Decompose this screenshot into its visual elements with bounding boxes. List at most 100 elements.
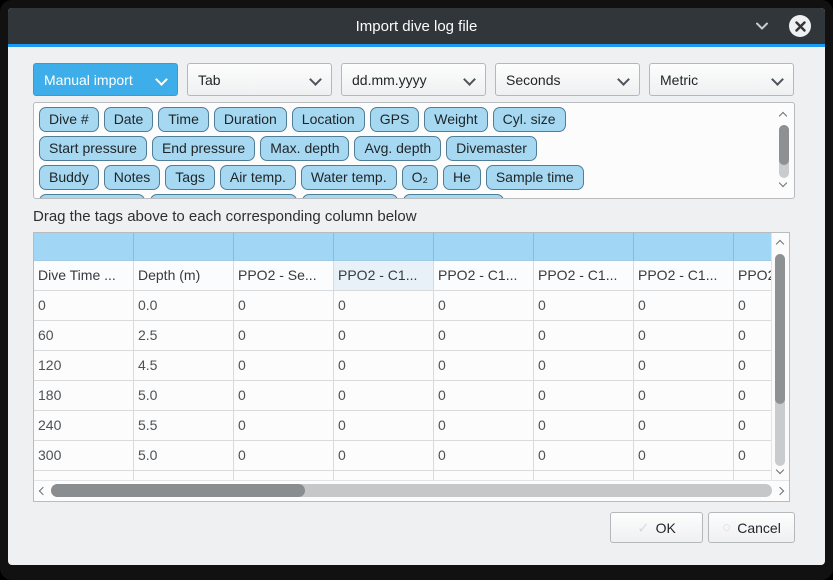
table-cell: 0 bbox=[534, 351, 634, 381]
import-mode-select[interactable]: Manual import bbox=[33, 63, 178, 96]
tag-pool-scrollbar[interactable] bbox=[776, 105, 792, 196]
drop-target-cell[interactable] bbox=[434, 233, 534, 261]
table-cell: 0 bbox=[734, 411, 774, 441]
tag-o[interactable]: O₂ bbox=[401, 165, 438, 190]
cancel-button[interactable]: ○ Cancel bbox=[708, 512, 795, 543]
table-cell bbox=[434, 471, 534, 482]
tag-tags[interactable]: Tags bbox=[165, 165, 215, 190]
drop-target-cell[interactable] bbox=[734, 233, 774, 261]
import-preview-table: Dive Time ... Depth (m) PPO2 - Se... PPO2 -… bbox=[33, 232, 790, 502]
tag-time[interactable]: Time bbox=[158, 107, 209, 132]
column-header-ppo2-c1[interactable]: PPO2 - C1... bbox=[534, 261, 634, 291]
tag-air-temp[interactable]: Air temp. bbox=[219, 165, 296, 190]
drop-target-cell[interactable] bbox=[534, 233, 634, 261]
drag-instruction-label: Drag the tags above to each correspondin… bbox=[33, 208, 417, 225]
scroll-up-icon[interactable] bbox=[778, 111, 788, 121]
column-header-ppo2-c1[interactable]: PPO2 - C1... bbox=[434, 261, 534, 291]
close-icon[interactable] bbox=[789, 15, 811, 37]
tag-avg-depth[interactable]: Avg. depth bbox=[354, 136, 442, 161]
tag-buddy[interactable]: Buddy bbox=[39, 165, 99, 190]
column-header-ppo2-c1[interactable]: PPO2 - C1... bbox=[634, 261, 734, 291]
scroll-up-icon[interactable] bbox=[775, 239, 785, 249]
titlebar-collapse-icon[interactable] bbox=[755, 19, 769, 33]
tag-cyl-size[interactable]: Cyl. size bbox=[492, 107, 566, 132]
tag-he[interactable]: He bbox=[442, 165, 481, 190]
table-cell: 5.0 bbox=[134, 381, 234, 411]
table-cell bbox=[134, 471, 234, 482]
scroll-right-icon[interactable] bbox=[775, 486, 785, 496]
table-cell: 0 bbox=[434, 291, 534, 321]
drop-target-cell[interactable] bbox=[334, 233, 434, 261]
tag-sample-depth[interactable]: Sample depth bbox=[39, 194, 146, 198]
table-cell: 0 bbox=[334, 411, 434, 441]
tag-dive[interactable]: Dive # bbox=[39, 107, 99, 132]
chevron-down-icon bbox=[309, 73, 322, 86]
window-title: Import dive log file bbox=[355, 17, 478, 35]
table-cell: 120 bbox=[34, 351, 134, 381]
tag-row: Start pressure End pressure Max. depth Avg.… bbox=[39, 136, 770, 161]
drop-target-cell[interactable] bbox=[134, 233, 234, 261]
drop-target-cell[interactable] bbox=[634, 233, 734, 261]
tag-divemaster[interactable]: Divemaster bbox=[446, 136, 537, 161]
table-row: 0 0.0 0 0 0 0 0 0 bbox=[34, 291, 774, 321]
table-cell: 5.5 bbox=[134, 411, 234, 441]
column-header-depth-m[interactable]: Depth (m) bbox=[134, 261, 234, 291]
table-row: 60 2.5 0 0 0 0 0 0 bbox=[34, 321, 774, 351]
tag-notes[interactable]: Notes bbox=[103, 165, 161, 190]
tag-max-depth[interactable]: Max. depth bbox=[260, 136, 350, 161]
drop-target-cell[interactable] bbox=[234, 233, 334, 261]
tag-sample-po[interactable]: Sample pO₂ bbox=[302, 194, 398, 198]
field-separator-select[interactable]: Tab bbox=[187, 63, 332, 96]
table-cell: 5.0 bbox=[134, 441, 234, 471]
tag-weight[interactable]: Weight bbox=[424, 107, 488, 132]
table-cell: 240 bbox=[34, 411, 134, 441]
tag-end-pressure[interactable]: End pressure bbox=[151, 136, 256, 161]
table-cell: 300 bbox=[34, 441, 134, 471]
column-header-ppo2-c1[interactable]: PPO2 - C1... bbox=[734, 261, 774, 291]
scrollbar-thumb[interactable] bbox=[779, 125, 789, 165]
tag-start-pressure[interactable]: Start pressure bbox=[39, 136, 147, 161]
column-header-ppo2-c1[interactable]: PPO2 - C1... bbox=[334, 261, 434, 291]
ok-button-label: OK bbox=[655, 519, 676, 536]
cancel-icon: ○ bbox=[722, 519, 732, 536]
duration-format-select[interactable]: Seconds bbox=[495, 63, 640, 96]
scrollbar-thumb[interactable] bbox=[51, 484, 305, 497]
table-cell: 4.5 bbox=[134, 351, 234, 381]
tag-sample-cns[interactable]: Sample CNS bbox=[402, 194, 504, 198]
tag-sample-temperature[interactable]: Sample temperature bbox=[150, 194, 298, 198]
table-vertical-scrollbar[interactable] bbox=[771, 233, 789, 482]
table-cell: 60 bbox=[34, 321, 134, 351]
table-cell: 0 bbox=[534, 291, 634, 321]
cancel-button-label: Cancel bbox=[737, 519, 781, 536]
table-row: 180 5.0 0 0 0 0 0 0 bbox=[34, 381, 774, 411]
table-cell: 0.0 bbox=[134, 291, 234, 321]
scroll-down-icon[interactable] bbox=[775, 465, 785, 475]
column-header-dive-time[interactable]: Dive Time ... bbox=[34, 261, 134, 291]
date-format-select[interactable]: dd.mm.yyyy bbox=[341, 63, 486, 96]
column-header-ppo2-se[interactable]: PPO2 - Se... bbox=[234, 261, 334, 291]
table-cell bbox=[534, 471, 634, 482]
scrollbar-thumb[interactable] bbox=[775, 254, 785, 404]
tag-water-temp[interactable]: Water temp. bbox=[300, 165, 397, 190]
table-horizontal-scrollbar[interactable] bbox=[34, 480, 789, 501]
scroll-down-icon[interactable] bbox=[778, 178, 788, 188]
units-select[interactable]: Metric bbox=[649, 63, 794, 96]
table-cell: 0 bbox=[234, 351, 334, 381]
tag-sample-time[interactable]: Sample time bbox=[485, 165, 584, 190]
tag-gps[interactable]: GPS bbox=[369, 107, 420, 132]
drop-target-cell[interactable] bbox=[34, 233, 134, 261]
tag-date[interactable]: Date bbox=[103, 107, 154, 132]
table-cell: 0 bbox=[234, 411, 334, 441]
table-cell: 0 bbox=[634, 441, 734, 471]
scroll-left-icon[interactable] bbox=[38, 486, 48, 496]
tag-duration[interactable]: Duration bbox=[213, 107, 287, 132]
table-cell: 0 bbox=[634, 351, 734, 381]
tag-location[interactable]: Location bbox=[291, 107, 365, 132]
ok-button[interactable]: ✓ OK bbox=[610, 512, 703, 543]
table-cell: 0 bbox=[334, 441, 434, 471]
table-cell: 0 bbox=[434, 381, 534, 411]
table-cell bbox=[34, 471, 134, 482]
table-row: 300 5.0 0 0 0 0 0 0 bbox=[34, 441, 774, 471]
table-cell bbox=[334, 471, 434, 482]
table-cell: 0 bbox=[534, 381, 634, 411]
